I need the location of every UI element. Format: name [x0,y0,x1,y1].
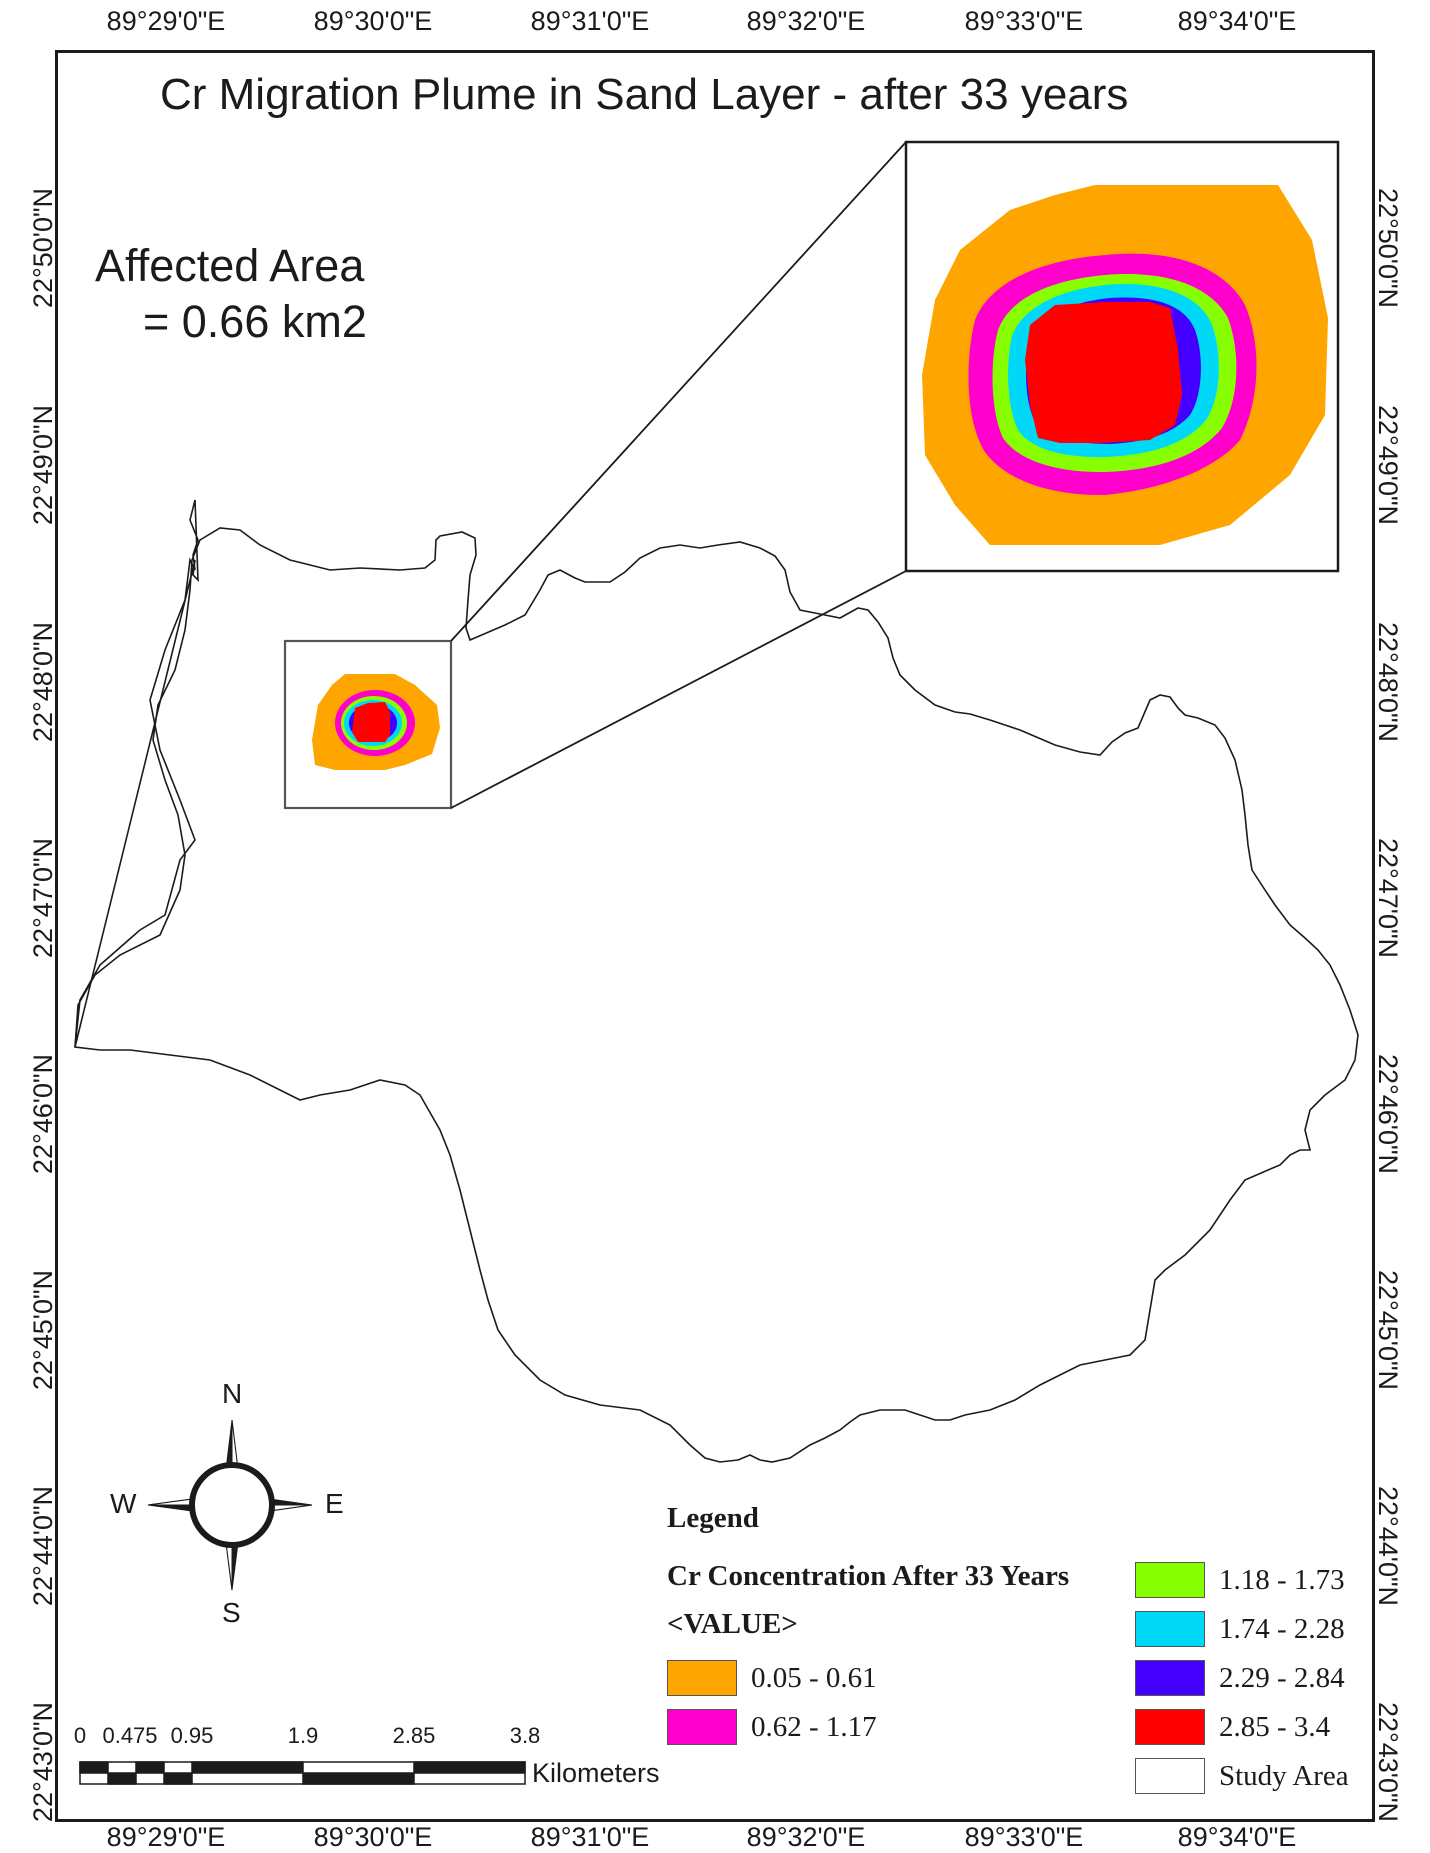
lon-label-top: 89°34'0"E [1177,6,1297,36]
legend-swatch [1135,1660,1205,1696]
scale-label: 0 [73,1723,87,1748]
lon-label-bottom: 89°31'0"E [530,1822,650,1852]
study-area-boundary [74,499,199,1048]
legend-swatch [1135,1758,1205,1794]
legend-layer-name: Cr Concentration After 33 Years [667,1560,1070,1592]
scale-label: 3.8 [509,1723,541,1748]
lon-label-top: 89°29'0"E [106,6,226,36]
lon-label-bottom: 89°33'0"E [964,1822,1084,1852]
lon-label-top: 89°30'0"E [313,6,433,36]
legend-swatch [1135,1611,1205,1647]
legend-field: <VALUE> [667,1608,798,1640]
legend-swatch [667,1660,737,1696]
legend-item: 2.29 - 2.84 [1135,1659,1345,1697]
lon-label-top: 89°31'0"E [530,6,650,36]
north-arrow [147,1419,313,1591]
inset-connector [450,570,907,809]
scale-label: 0.95 [170,1723,214,1748]
inset-locator-box [283,639,453,810]
map-frame [55,50,1375,1822]
legend-item-label: 2.85 - 3.4 [1219,1710,1331,1743]
lon-label-bottom: 89°32'0"E [746,1822,866,1852]
legend-item: 1.18 - 1.73 [1135,1561,1345,1599]
compass-e: E [325,1488,344,1519]
inset-zoom [904,140,1340,573]
lon-label-top: 89°33'0"E [964,6,1084,36]
legend-item: 1.74 - 2.28 [1135,1610,1345,1648]
scale-bar [79,1761,526,1785]
legend-item: 0.62 - 1.17 [667,1708,877,1746]
compass-w: W [110,1488,137,1519]
legend-item-label: 2.29 - 2.84 [1219,1661,1345,1694]
legend-item-label: Study Area [1219,1759,1349,1792]
plume-source [312,674,440,770]
legend-swatch [1135,1562,1205,1598]
lon-label-bottom: 89°29'0"E [106,1822,226,1852]
legend-item-label: 1.18 - 1.73 [1219,1563,1345,1596]
lon-label-top: 89°32'0"E [746,6,866,36]
map-title: Cr Migration Plume in Sand Layer - after… [160,70,1129,119]
compass-n: N [222,1378,243,1409]
scale-label: 0.475 [102,1723,158,1748]
scale-units: Kilometers [532,1758,660,1788]
legend-item: 2.85 - 3.4 [1135,1708,1330,1746]
lon-label-bottom: 89°34'0"E [1177,1822,1297,1852]
affected-area-text: Affected Area = 0.66 km2 [95,238,367,350]
legend-item-label: 1.74 - 2.28 [1219,1612,1345,1645]
scale-label: 1.9 [287,1723,319,1748]
affected-area-label: Affected Area [95,240,365,291]
compass-s: S [222,1597,241,1628]
lon-label-bottom: 89°30'0"E [313,1822,433,1852]
legend-item: 0.05 - 0.61 [667,1659,877,1697]
legend-swatch [667,1709,737,1745]
legend-item-label: 0.62 - 1.17 [751,1710,877,1743]
legend-item-study-area: Study Area [1135,1757,1349,1795]
legend-heading: Legend [667,1502,759,1534]
inset-connector [450,141,907,642]
legend-swatch [1135,1709,1205,1745]
study-area-outline [74,527,1359,1463]
legend-item-label: 0.05 - 0.61 [751,1661,877,1694]
affected-area-value: = 0.66 km2 [143,296,367,347]
scale-label: 2.85 [392,1723,436,1748]
